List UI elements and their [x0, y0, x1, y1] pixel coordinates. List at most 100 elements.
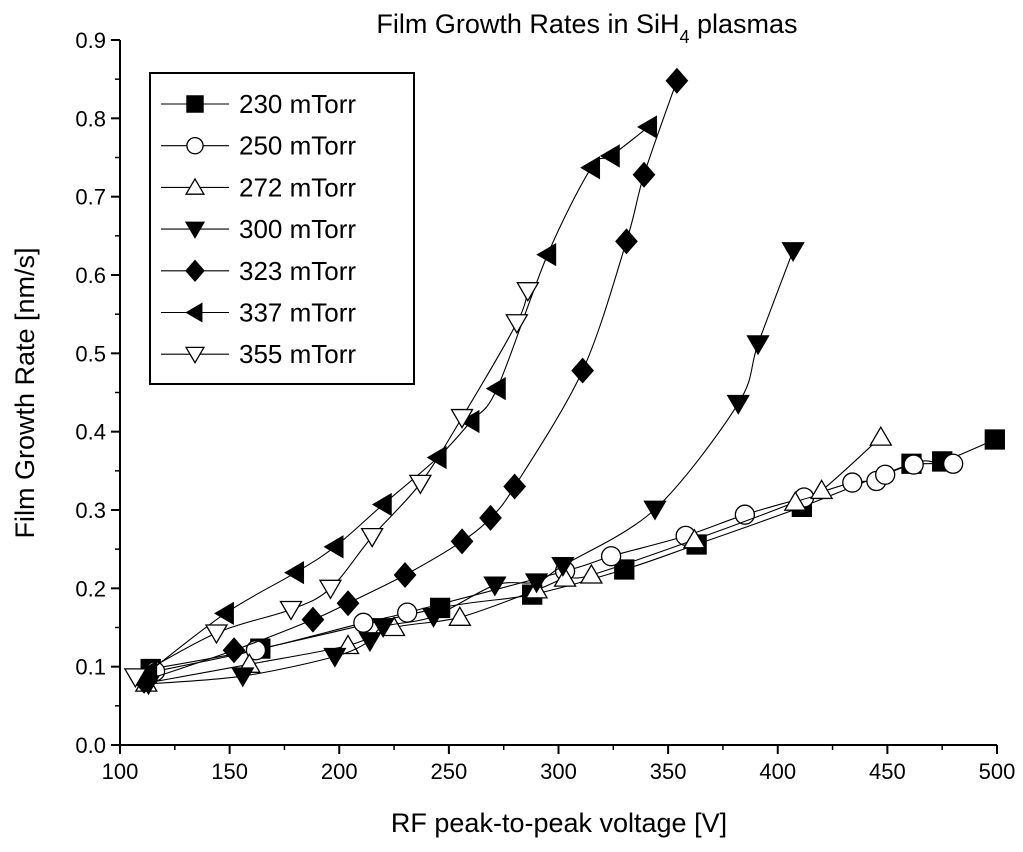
data-point: [360, 527, 384, 548]
data-point: [536, 243, 557, 267]
data-point: [783, 490, 807, 511]
data-point: [632, 161, 656, 188]
data-point: [665, 67, 689, 94]
data-point: [279, 600, 303, 621]
data-point: [483, 576, 507, 597]
series-355-mtorr: [123, 282, 540, 689]
data-point: [323, 647, 347, 668]
data-point: [450, 408, 474, 429]
y-tick-label: 0.0: [75, 733, 106, 758]
chart-title: Film Growth Rates in SiH4 plasmas: [376, 9, 797, 47]
series-337-mtorr: [137, 115, 658, 684]
x-tick-label: 500: [979, 759, 1016, 784]
data-point: [222, 637, 246, 664]
data-point: [301, 606, 325, 633]
x-tick-label: 400: [759, 759, 796, 784]
data-point: [323, 535, 344, 559]
data-point: [421, 607, 446, 628]
x-tick-label: 200: [321, 759, 358, 784]
data-point: [353, 612, 374, 633]
legend-marker: [185, 302, 203, 323]
y-tick-label: 0.2: [75, 576, 106, 601]
data-point: [682, 528, 707, 549]
legend-item: 230 mTorr: [161, 89, 356, 119]
axes: 100 150 200 250 300 350 400 450 500 0.0 0.1 0.2 0.3 0…: [75, 28, 1015, 784]
data-point: [123, 668, 147, 689]
data-point: [459, 409, 480, 434]
data-point: [984, 429, 1005, 450]
data-point: [448, 606, 472, 626]
data-point: [505, 314, 529, 335]
data-point: [580, 156, 601, 180]
y-tick-label: 0.6: [75, 263, 106, 288]
legend-marker: [185, 259, 205, 282]
data-point: [571, 357, 594, 384]
legend-item: 250 mTorr: [161, 131, 356, 161]
legend-marker: [184, 177, 206, 195]
data-point: [393, 562, 417, 589]
x-tick-label: 450: [869, 759, 906, 784]
y-tick-label: 0.9: [75, 28, 106, 53]
data-point: [371, 492, 392, 517]
data-point: [637, 115, 658, 139]
x-tick-label: 300: [540, 759, 577, 784]
data-point: [516, 282, 540, 302]
legend-item: 300 mTorr: [161, 214, 356, 244]
data-point: [842, 472, 863, 493]
series-line: [150, 438, 996, 670]
data-point: [809, 479, 834, 500]
data-point: [336, 590, 360, 617]
y-tick-label: 0.5: [75, 341, 106, 366]
legend-label: 272 mTorr: [239, 172, 356, 202]
data-point: [284, 561, 305, 585]
legend-label: 355 mTorr: [239, 339, 356, 369]
legend-marker: [186, 95, 204, 113]
data-point: [943, 453, 964, 474]
data-point: [231, 667, 255, 688]
data-point: [726, 394, 750, 415]
data-point: [204, 624, 229, 645]
data-point: [643, 500, 667, 521]
x-axis-label: RF peak-to-peak voltage [V]: [391, 808, 727, 838]
data-point: [746, 335, 770, 356]
data-point: [614, 559, 635, 580]
legend-item: 337 mTorr: [161, 298, 356, 328]
y-tick-label: 0.3: [75, 498, 106, 523]
plot-area: [123, 67, 1005, 696]
series-250-mtorr: [144, 453, 964, 682]
y-tick-label: 0.7: [75, 185, 106, 210]
x-tick-label: 250: [431, 759, 468, 784]
y-tick-label: 0.8: [75, 106, 106, 131]
data-point: [600, 546, 622, 567]
legend-marker: [184, 346, 206, 364]
data-point: [479, 504, 502, 531]
data-point: [245, 640, 267, 661]
data-point: [553, 566, 577, 587]
x-tick-label: 350: [650, 759, 687, 784]
data-point: [579, 563, 604, 584]
legend-item: 355 mTorr: [161, 339, 356, 369]
data-point: [318, 579, 343, 600]
legend-label: 250 mTorr: [239, 131, 356, 161]
data-point: [358, 632, 382, 653]
y-axis-label: Film Growth Rate [nm/s]: [10, 247, 40, 538]
series-300-mtorr: [136, 242, 805, 696]
data-point: [615, 228, 638, 255]
data-point: [485, 376, 506, 401]
data-point: [875, 464, 896, 485]
y-tick-label: 0.4: [75, 420, 106, 445]
x-tick-label: 150: [211, 759, 248, 784]
data-point: [599, 144, 620, 168]
data-point: [903, 454, 924, 475]
data-point: [450, 528, 474, 555]
legend-item: 272 mTorr: [161, 172, 356, 202]
data-point: [397, 602, 418, 623]
legend: 230 mTorr 250 mTorr 272 mTorr 300 mTorr 323 …: [149, 72, 415, 385]
data-point: [408, 474, 433, 495]
legend-label: 230 mTorr: [239, 89, 356, 119]
legend-label: 300 mTorr: [239, 214, 356, 244]
x-tick-label: 100: [102, 759, 139, 784]
series-230-mtorr: [140, 429, 1005, 680]
legend-marker: [184, 221, 206, 239]
data-point: [371, 618, 395, 639]
